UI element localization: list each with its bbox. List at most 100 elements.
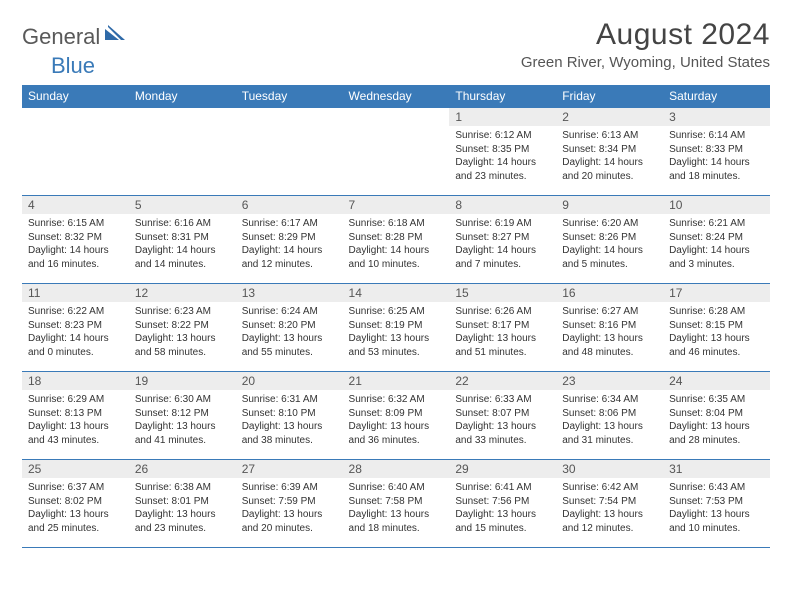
day-details: Sunrise: 6:26 AMSunset: 8:17 PMDaylight:… bbox=[449, 302, 556, 363]
calendar-day-cell: 30Sunrise: 6:42 AMSunset: 7:54 PMDayligh… bbox=[556, 460, 663, 548]
title-block: August 2024 Green River, Wyoming, United… bbox=[521, 18, 770, 71]
day-number: 10 bbox=[663, 196, 770, 214]
calendar-day-cell: 31Sunrise: 6:43 AMSunset: 7:53 PMDayligh… bbox=[663, 460, 770, 548]
calendar-day-cell: 13Sunrise: 6:24 AMSunset: 8:20 PMDayligh… bbox=[236, 284, 343, 372]
weekday-header-row: Sunday Monday Tuesday Wednesday Thursday… bbox=[22, 85, 770, 108]
sunset-text: Sunset: 8:01 PM bbox=[135, 495, 230, 509]
weekday-header: Tuesday bbox=[236, 85, 343, 108]
calendar-day-cell: 5Sunrise: 6:16 AMSunset: 8:31 PMDaylight… bbox=[129, 196, 236, 284]
sunrise-text: Sunrise: 6:15 AM bbox=[28, 217, 123, 231]
sunrise-text: Sunrise: 6:26 AM bbox=[455, 305, 550, 319]
day-number: 12 bbox=[129, 284, 236, 302]
sunset-text: Sunset: 8:13 PM bbox=[28, 407, 123, 421]
day-details: Sunrise: 6:34 AMSunset: 8:06 PMDaylight:… bbox=[556, 390, 663, 451]
daylight-text: Daylight: 13 hours and 46 minutes. bbox=[669, 332, 764, 359]
daylight-text: Daylight: 13 hours and 41 minutes. bbox=[135, 420, 230, 447]
day-details: Sunrise: 6:28 AMSunset: 8:15 PMDaylight:… bbox=[663, 302, 770, 363]
page-header: General August 2024 Green River, Wyoming… bbox=[22, 18, 770, 71]
sunset-text: Sunset: 8:15 PM bbox=[669, 319, 764, 333]
calendar-day-cell: 20Sunrise: 6:31 AMSunset: 8:10 PMDayligh… bbox=[236, 372, 343, 460]
calendar-day-cell: 19Sunrise: 6:30 AMSunset: 8:12 PMDayligh… bbox=[129, 372, 236, 460]
day-details: Sunrise: 6:37 AMSunset: 8:02 PMDaylight:… bbox=[22, 478, 129, 539]
daylight-text: Daylight: 13 hours and 55 minutes. bbox=[242, 332, 337, 359]
calendar-week-row: 4 Sunrise: 6:15 AMSunset: 8:32 PM Daylight… bbox=[22, 196, 770, 284]
logo: General bbox=[22, 24, 129, 50]
daylight-text: Daylight: 14 hours and 0 minutes. bbox=[28, 332, 123, 359]
sunset-text: Sunset: 8:12 PM bbox=[135, 407, 230, 421]
daylight-text: Daylight: 13 hours and 38 minutes. bbox=[242, 420, 337, 447]
daylight-text: Daylight: 13 hours and 23 minutes. bbox=[135, 508, 230, 535]
sunrise-text: Sunrise: 6:14 AM bbox=[669, 129, 764, 143]
calendar-day-cell: 10Sunrise: 6:21 AMSunset: 8:24 PMDayligh… bbox=[663, 196, 770, 284]
day-details: Sunrise: 6:17 AMSunset: 8:29 PMDaylight:… bbox=[236, 214, 343, 275]
calendar-day-cell: 17Sunrise: 6:28 AMSunset: 8:15 PMDayligh… bbox=[663, 284, 770, 372]
daylight-text: Daylight: 13 hours and 48 minutes. bbox=[562, 332, 657, 359]
day-details: Sunrise: 6:40 AMSunset: 7:58 PMDaylight:… bbox=[343, 478, 450, 539]
sunset-text: Sunset: 8:19 PM bbox=[349, 319, 444, 333]
calendar-week-row: 11Sunrise: 6:22 AMSunset: 8:23 PMDayligh… bbox=[22, 284, 770, 372]
day-number: 1 bbox=[449, 108, 556, 126]
day-number: 3 bbox=[663, 108, 770, 126]
sunrise-text: Sunrise: 6:23 AM bbox=[135, 305, 230, 319]
sunset-text: Sunset: 8:20 PM bbox=[242, 319, 337, 333]
daylight-text: Daylight: 13 hours and 36 minutes. bbox=[349, 420, 444, 447]
calendar-week-row: 18Sunrise: 6:29 AMSunset: 8:13 PMDayligh… bbox=[22, 372, 770, 460]
logo-text-blue: Blue bbox=[51, 53, 95, 78]
daylight-text: Daylight: 14 hours and 5 minutes. bbox=[562, 244, 657, 271]
daylight-text: Daylight: 13 hours and 18 minutes. bbox=[349, 508, 444, 535]
day-details: Sunrise: 6:13 AMSunset: 8:34 PMDaylight:… bbox=[556, 126, 663, 187]
sunrise-text: Sunrise: 6:24 AM bbox=[242, 305, 337, 319]
daylight-text: Daylight: 13 hours and 43 minutes. bbox=[28, 420, 123, 447]
day-number: 7 bbox=[343, 196, 450, 214]
calendar-day-cell: 4Sunrise: 6:15 AMSunset: 8:32 PMDaylight… bbox=[22, 196, 129, 284]
day-number: 5 bbox=[129, 196, 236, 214]
sunset-text: Sunset: 8:02 PM bbox=[28, 495, 123, 509]
calendar-day-cell: 18Sunrise: 6:29 AMSunset: 8:13 PMDayligh… bbox=[22, 372, 129, 460]
calendar-day-cell: 27Sunrise: 6:39 AMSunset: 7:59 PMDayligh… bbox=[236, 460, 343, 548]
sunrise-text: Sunrise: 6:12 AM bbox=[455, 129, 550, 143]
daylight-text: Daylight: 14 hours and 23 minutes. bbox=[455, 156, 550, 183]
day-details: Sunrise: 6:41 AMSunset: 7:56 PMDaylight:… bbox=[449, 478, 556, 539]
daylight-text: Daylight: 14 hours and 3 minutes. bbox=[669, 244, 764, 271]
daylight-text: Daylight: 13 hours and 53 minutes. bbox=[349, 332, 444, 359]
day-details: Sunrise: 6:43 AMSunset: 7:53 PMDaylight:… bbox=[663, 478, 770, 539]
daylight-text: Daylight: 13 hours and 10 minutes. bbox=[669, 508, 764, 535]
day-number: 6 bbox=[236, 196, 343, 214]
sunset-text: Sunset: 8:28 PM bbox=[349, 231, 444, 245]
sunrise-text: Sunrise: 6:41 AM bbox=[455, 481, 550, 495]
calendar-day-cell: 9Sunrise: 6:20 AMSunset: 8:26 PMDaylight… bbox=[556, 196, 663, 284]
weekday-header: Wednesday bbox=[343, 85, 450, 108]
logo-mark-icon bbox=[105, 25, 127, 46]
sunrise-text: Sunrise: 6:43 AM bbox=[669, 481, 764, 495]
calendar-day-cell: 12Sunrise: 6:23 AMSunset: 8:22 PMDayligh… bbox=[129, 284, 236, 372]
sunrise-text: Sunrise: 6:17 AM bbox=[242, 217, 337, 231]
day-number: 11 bbox=[22, 284, 129, 302]
sunset-text: Sunset: 7:53 PM bbox=[669, 495, 764, 509]
day-number: 30 bbox=[556, 460, 663, 478]
calendar-day-cell bbox=[236, 108, 343, 196]
sunset-text: Sunset: 8:35 PM bbox=[455, 143, 550, 157]
day-details: Sunrise: 6:19 AMSunset: 8:27 PMDaylight:… bbox=[449, 214, 556, 275]
sunset-text: Sunset: 8:31 PM bbox=[135, 231, 230, 245]
calendar-day-cell: 11Sunrise: 6:22 AMSunset: 8:23 PMDayligh… bbox=[22, 284, 129, 372]
calendar-day-cell: 6Sunrise: 6:17 AMSunset: 8:29 PMDaylight… bbox=[236, 196, 343, 284]
weekday-header: Saturday bbox=[663, 85, 770, 108]
day-details: Sunrise: 6:29 AMSunset: 8:13 PMDaylight:… bbox=[22, 390, 129, 451]
calendar-day-cell: 3Sunrise: 6:14 AMSunset: 8:33 PMDaylight… bbox=[663, 108, 770, 196]
day-number: 8 bbox=[449, 196, 556, 214]
sunrise-text: Sunrise: 6:32 AM bbox=[349, 393, 444, 407]
calendar-day-cell bbox=[129, 108, 236, 196]
day-details: Sunrise: 6:22 AMSunset: 8:23 PMDaylight:… bbox=[22, 302, 129, 363]
day-details: Sunrise: 6:27 AMSunset: 8:16 PMDaylight:… bbox=[556, 302, 663, 363]
day-number: 9 bbox=[556, 196, 663, 214]
sunset-text: Sunset: 8:17 PM bbox=[455, 319, 550, 333]
calendar-day-cell: 2Sunrise: 6:13 AMSunset: 8:34 PMDaylight… bbox=[556, 108, 663, 196]
sunset-text: Sunset: 7:59 PM bbox=[242, 495, 337, 509]
calendar-day-cell: 24Sunrise: 6:35 AMSunset: 8:04 PMDayligh… bbox=[663, 372, 770, 460]
daylight-text: Daylight: 14 hours and 10 minutes. bbox=[349, 244, 444, 271]
sunset-text: Sunset: 8:32 PM bbox=[28, 231, 123, 245]
day-details: Sunrise: 6:14 AMSunset: 8:33 PMDaylight:… bbox=[663, 126, 770, 187]
day-number: 4 bbox=[22, 196, 129, 214]
daylight-text: Daylight: 14 hours and 7 minutes. bbox=[455, 244, 550, 271]
day-number: 29 bbox=[449, 460, 556, 478]
